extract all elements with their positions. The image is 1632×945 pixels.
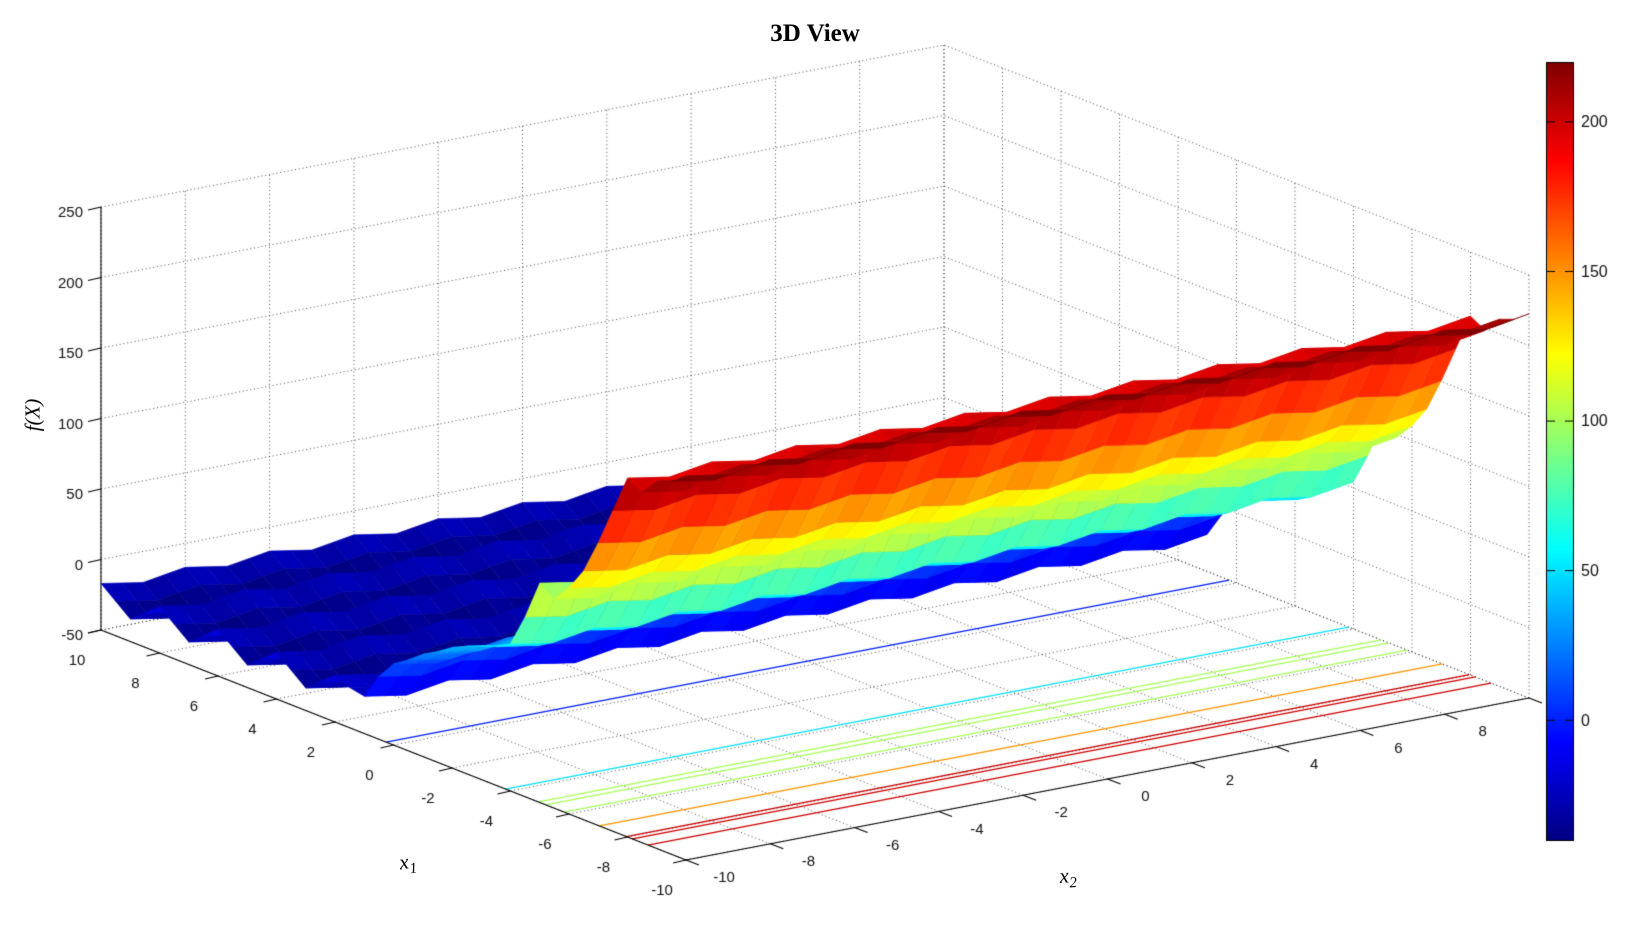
x2-axis-label: x2 <box>1058 863 1078 892</box>
z-axis-label: f(X) <box>20 398 45 432</box>
plot-title: 3D View <box>770 20 860 47</box>
